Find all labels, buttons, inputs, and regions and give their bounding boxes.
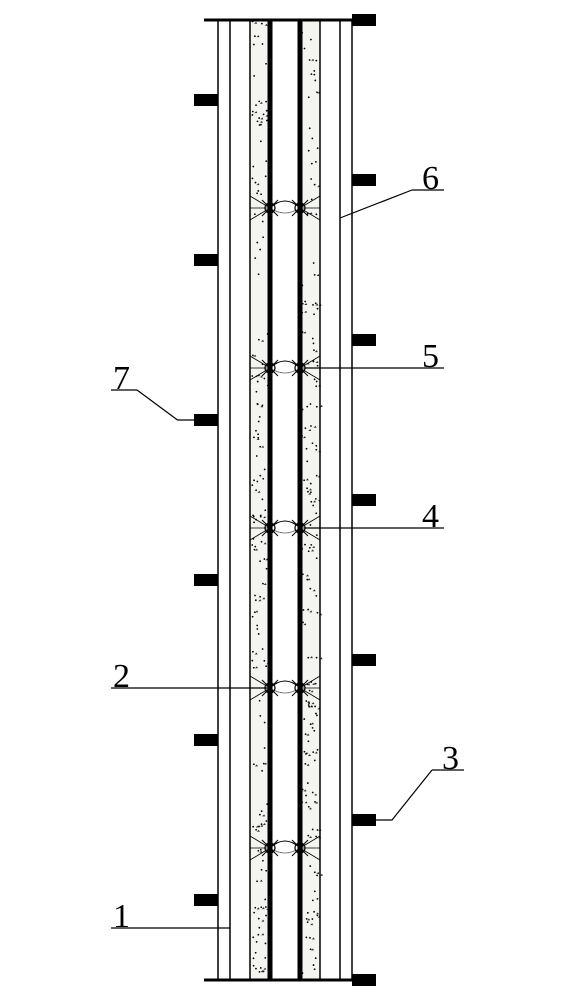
callout-label-5: 5	[422, 338, 439, 376]
callout-label-6: 6	[422, 160, 439, 198]
callout-label-1: 1	[113, 898, 130, 936]
callout-label-3: 3	[442, 740, 459, 778]
callout-label-7: 7	[113, 360, 130, 398]
callout-label-2: 2	[113, 658, 130, 696]
callout-label-4: 4	[422, 498, 439, 536]
